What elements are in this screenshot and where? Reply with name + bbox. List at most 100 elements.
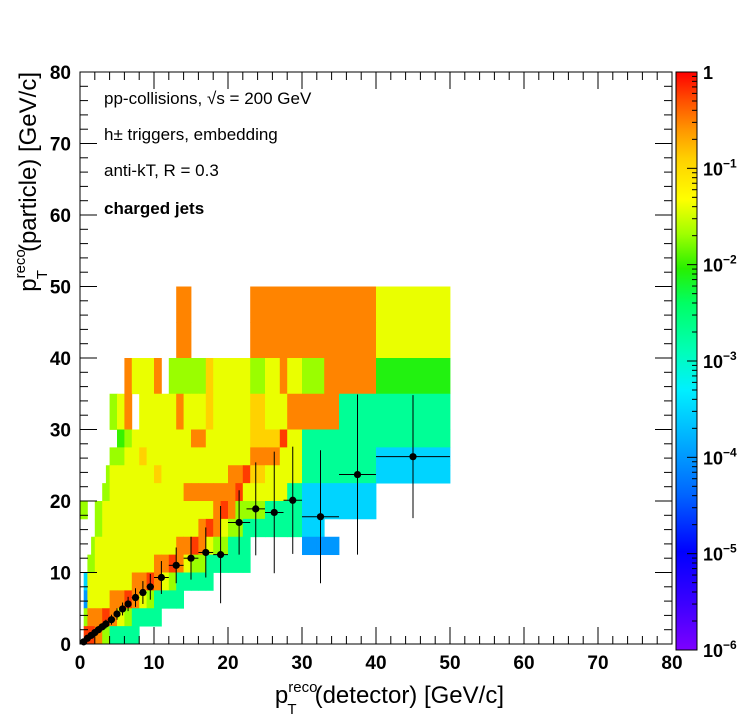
heatmap-cell	[242, 554, 251, 573]
x-tick-label: 80	[661, 653, 682, 674]
heatmap-cell	[117, 536, 125, 556]
heatmap-cell	[105, 465, 110, 484]
heatmap-cell	[265, 429, 281, 448]
heatmap-cell	[228, 554, 244, 573]
heatmap-cell	[176, 465, 184, 484]
heatmap-cell	[242, 393, 251, 430]
heatmap-cell	[176, 554, 184, 573]
heatmap-cell	[146, 608, 155, 627]
x-tick-label: 60	[513, 653, 534, 674]
heatmap-cell	[376, 286, 451, 323]
heatmap-cell	[102, 518, 110, 538]
heatmap-cell	[94, 626, 103, 645]
heatmap-cell	[265, 393, 288, 430]
colorbar-label: 10−5	[703, 542, 737, 565]
heatmap-cell	[131, 518, 140, 538]
heatmap-cell	[124, 626, 133, 645]
heatmap-cell	[176, 393, 184, 430]
heatmap-cell	[176, 322, 192, 359]
data-point	[113, 610, 121, 618]
heatmap-cell	[124, 429, 133, 448]
heatmap-cell	[191, 483, 199, 502]
heatmap-cell	[250, 483, 266, 502]
heatmap-cell	[124, 554, 133, 573]
heatmap-cell	[183, 393, 192, 430]
heatmap-cell	[161, 554, 170, 573]
heatmap-cell	[279, 429, 288, 448]
heatmap-cell	[94, 536, 103, 556]
heatmap-cell	[161, 429, 170, 448]
heatmap-cell	[205, 483, 214, 502]
colorbar-labels: 10−6 10−5 10−4 10−3 10−2 10−1 1	[703, 63, 737, 661]
heatmap-cell	[213, 483, 229, 502]
heatmap-cell	[324, 447, 340, 466]
heatmap-cell	[154, 518, 162, 538]
axis-ticks	[79, 71, 673, 645]
colorbar-label: 1	[703, 63, 713, 83]
heatmap-cell	[250, 322, 325, 359]
heatmap-cell	[168, 501, 177, 520]
heatmap-cell	[87, 572, 96, 591]
heatmap-cell	[102, 554, 110, 573]
data-point	[124, 600, 132, 608]
heatmap-cell	[154, 536, 162, 556]
heatmap-cell	[139, 447, 147, 466]
heatmap-cell	[250, 518, 266, 538]
heatmap-cell	[168, 572, 177, 591]
heatmap-cell	[191, 554, 199, 573]
x-axis-label-sup: reco	[288, 679, 317, 696]
heatmap-cell	[94, 608, 103, 627]
heatmap-cell	[109, 572, 118, 591]
data-point	[157, 573, 165, 582]
heatmap-cell	[102, 536, 110, 556]
heatmap-cell	[102, 626, 110, 645]
heatmap-cell	[183, 554, 192, 573]
heatmap-cell	[117, 447, 125, 466]
heatmap-cell	[205, 536, 214, 556]
heatmap-cell	[183, 465, 192, 484]
x-axis-label: preco T (detector) [GeV/c]	[275, 679, 504, 718]
heatmap-cell	[154, 447, 162, 466]
y-axis-label-rest: (particle) [GeV/c]	[15, 72, 42, 252]
heatmap-cell	[198, 554, 207, 573]
heatmap-cell	[168, 358, 177, 395]
y-tick-label: 80	[50, 63, 71, 84]
data-point	[146, 583, 154, 591]
heatmap-cell	[324, 358, 355, 395]
heatmap-cell	[161, 483, 170, 502]
y-axis-label-sub: T	[34, 270, 51, 279]
heatmap-cell	[146, 554, 155, 573]
heatmap-cell	[198, 501, 207, 520]
heatmap-cell	[168, 447, 177, 466]
heatmap-cell	[91, 536, 96, 556]
heatmap-cell	[191, 572, 199, 591]
heatmap-cell	[183, 429, 192, 448]
heatmap-cell	[183, 447, 192, 466]
data-point	[102, 620, 110, 628]
data-point	[131, 593, 140, 602]
heatmap-cell	[198, 518, 207, 538]
data-point	[289, 496, 297, 504]
heatmap-cell	[117, 429, 125, 448]
heatmap-cell	[168, 429, 177, 448]
heatmap-cell	[198, 465, 207, 484]
heatmap-cell	[139, 483, 147, 502]
heatmap-cell	[131, 554, 140, 573]
heatmap-cell	[146, 429, 155, 448]
heatmap-cell	[131, 501, 140, 520]
heatmap-cell	[191, 429, 199, 448]
heatmap-cell	[376, 322, 451, 359]
heatmap-cell	[287, 465, 303, 484]
heatmap-cell	[191, 358, 207, 395]
heatmap-cell	[205, 518, 214, 538]
heatmap-cell	[324, 322, 377, 359]
heatmap-cell	[176, 358, 192, 395]
heatmap-cell	[131, 465, 140, 484]
heatmap-cell	[242, 483, 251, 502]
heatmap-cell	[109, 554, 118, 573]
heatmap-cell	[87, 590, 96, 609]
data-point	[252, 505, 260, 513]
heatmap-cell	[220, 518, 229, 538]
heatmap-cell	[139, 608, 147, 627]
